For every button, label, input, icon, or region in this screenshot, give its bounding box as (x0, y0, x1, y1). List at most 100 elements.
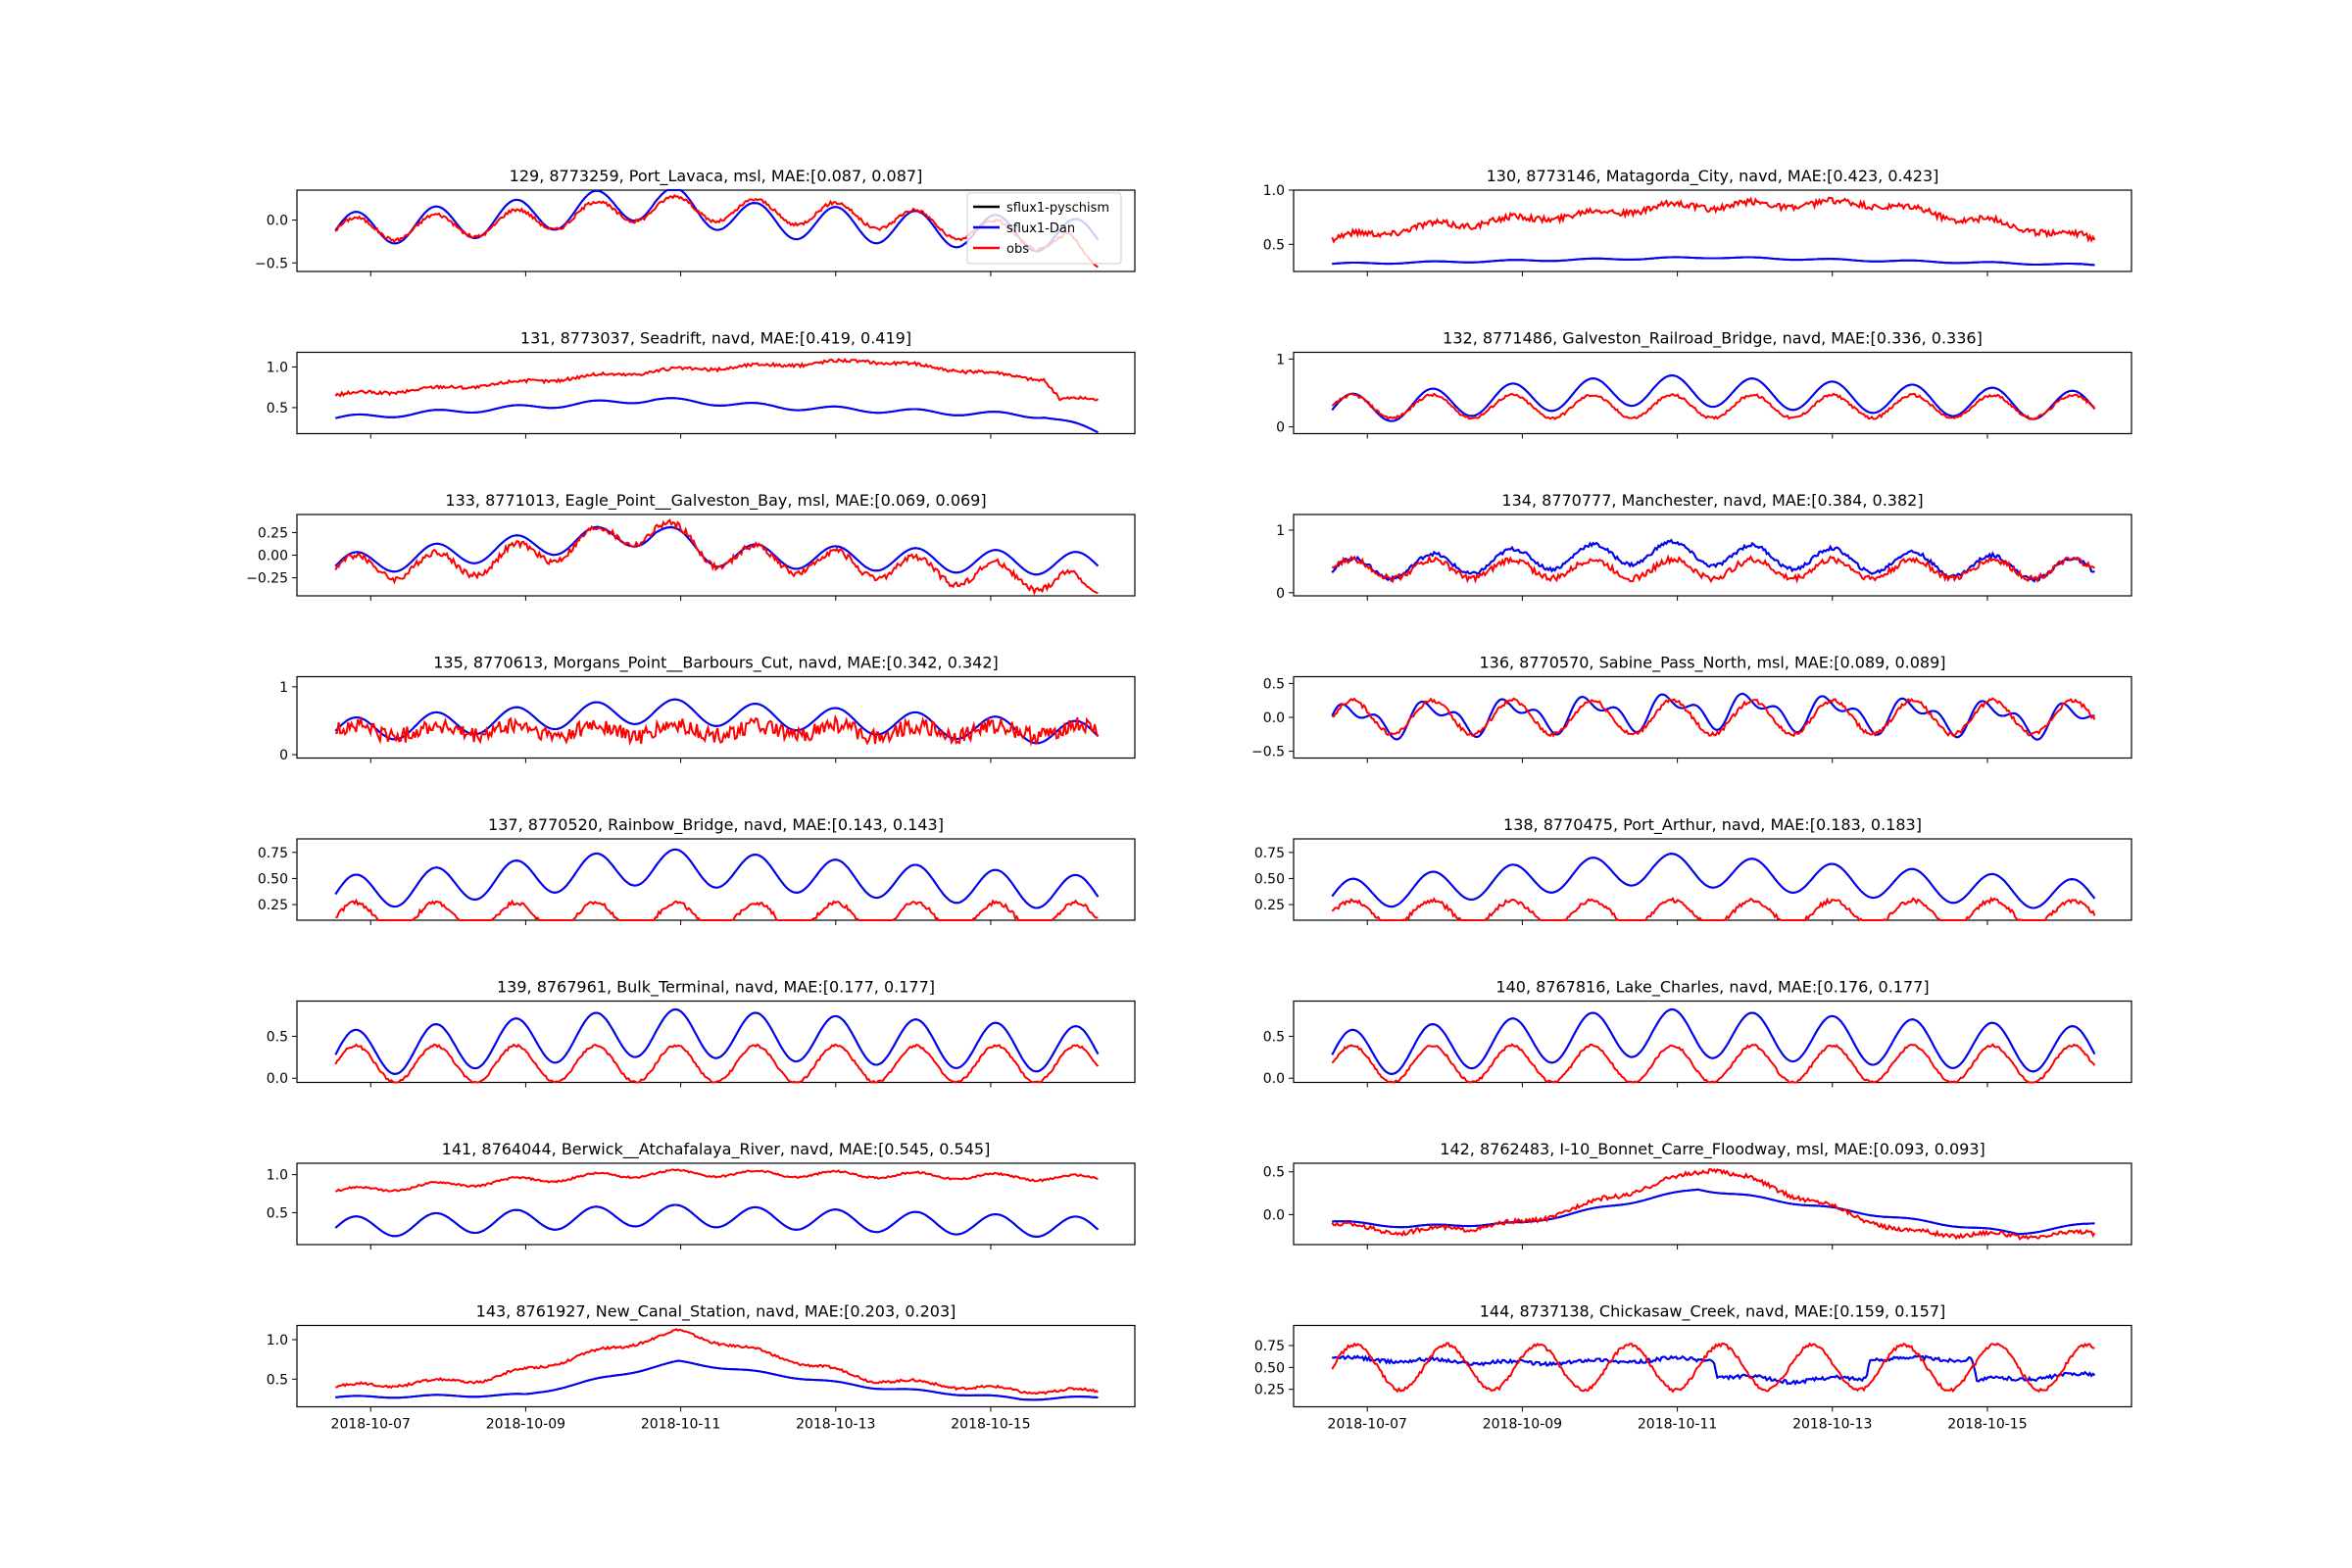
chart-panel: 132, 8771486, Galveston_Railroad_Bridge,… (1276, 329, 2132, 439)
series-line-obs (1331, 1167, 2096, 1241)
y-tick-label: 1.0 (1263, 183, 1285, 199)
chart-panel: 134, 8770777, Manchester, navd, MAE:[0.3… (1276, 491, 2132, 602)
legend: sflux1-pyschism sflux1-Dan obs (966, 192, 1122, 265)
y-tick-label: 0.50 (258, 871, 288, 887)
y-tick-label: 0.50 (1254, 1360, 1285, 1376)
series-line-sflux1-pyschism (334, 1203, 1100, 1238)
y-tick-label: 0.5 (1263, 1029, 1285, 1045)
chart-panel: 141, 8764044, Berwick__Atchafalaya_River… (267, 1140, 1136, 1250)
chart-title: 130, 8773146, Matagorda_City, navd, MAE:… (1487, 167, 1939, 186)
y-tick-label: 0 (279, 748, 288, 763)
chart-title: 136, 8770570, Sabine_Pass_North, msl, MA… (1479, 654, 1945, 673)
plot-frame (1293, 1000, 2132, 1084)
plot-frame (1293, 189, 2132, 272)
plot-frame (296, 675, 1136, 760)
x-tick-label: 2018-10-07 (331, 1417, 411, 1433)
y-tick-label: 1.0 (267, 1333, 288, 1348)
chart-title: 134, 8770777, Manchester, navd, MAE:[0.3… (1501, 491, 1923, 510)
series-line-obs (1331, 896, 2096, 922)
chart-title: 138, 8770475, Port_Arthur, navd, MAE:[0.… (1503, 815, 1922, 835)
chart-title: 133, 8771013, Eagle_Point__Galveston_Bay… (445, 491, 986, 511)
chart-panel: 133, 8771013, Eagle_Point__Galveston_Bay… (246, 491, 1136, 601)
chart-panel: 130, 8773146, Matagorda_City, navd, MAE:… (1263, 167, 2132, 276)
series-line-sflux1-pyschism (1331, 1008, 2096, 1075)
series-line-obs (1331, 1043, 2096, 1084)
chart-panel: 140, 8767816, Lake_Charles, navd, MAE:[0… (1263, 978, 2132, 1088)
chart-panel: 135, 8770613, Morgans_Point__Barbours_Cu… (279, 654, 1136, 763)
y-tick-label: −0.5 (255, 256, 288, 271)
chart-panel: 143, 8761927, New_Canal_Station, navd, M… (267, 1302, 1136, 1433)
y-tick-label: 0.25 (258, 525, 288, 541)
chart-panel: 142, 8762483, I-10_Bonnet_Carre_Floodway… (1263, 1140, 2132, 1250)
x-tick-label: 2018-10-11 (641, 1417, 720, 1433)
y-tick-label: 0.5 (267, 1029, 288, 1045)
series-line-obs (334, 1168, 1099, 1193)
series-line-obs (334, 517, 1099, 596)
chart-title: 137, 8770520, Rainbow_Bridge, navd, MAE:… (488, 815, 944, 835)
chart-panel: 129, 8773259, Port_Lavaca, msl, MAE:[0.0… (255, 167, 1136, 276)
series-line-sflux1-dan (1332, 1354, 2096, 1386)
y-tick-label: 0.25 (1254, 898, 1285, 913)
y-tick-label: 0.0 (267, 214, 288, 229)
chart-panel: 139, 8767961, Bulk_Terminal, navd, MAE:[… (267, 978, 1136, 1088)
series-line-sflux1-dan (1332, 1188, 2095, 1236)
y-tick-label: 1 (1276, 352, 1285, 368)
x-tick-label: 2018-10-09 (1483, 1417, 1562, 1433)
series-line-obs (1331, 697, 2096, 738)
series-line-obs (335, 1328, 1100, 1396)
chart-title: 143, 8761927, New_Canal_Station, navd, M… (476, 1302, 956, 1322)
series-line-sflux1-pyschism (335, 397, 1099, 434)
chart-title: 135, 8770613, Morgans_Point__Barbours_Cu… (433, 654, 999, 673)
series-line-obs (335, 898, 1099, 921)
plot-frame (1293, 514, 2132, 597)
y-tick-label: 0.0 (267, 1071, 288, 1087)
x-tick-label: 2018-10-15 (1947, 1417, 2027, 1433)
chart-panel: 136, 8770570, Sabine_Pass_North, msl, MA… (1251, 654, 2132, 763)
chart-title: 132, 8771486, Galveston_Railroad_Bridge,… (1443, 329, 1983, 349)
legend-label: sflux1-pyschism (1006, 201, 1109, 216)
plot-frame (296, 1324, 1136, 1408)
series-line-obs (334, 357, 1100, 402)
x-tick-label: 2018-10-09 (486, 1417, 565, 1433)
y-tick-label: 0.00 (258, 549, 288, 564)
series-line-sflux1-dan (1331, 853, 2096, 909)
chart-panel: 144, 8737138, Chickasaw_Creek, navd, MAE… (1254, 1302, 2132, 1433)
chart-title: 144, 8737138, Chickasaw_Creek, navd, MAE… (1480, 1302, 1946, 1322)
series-line-obs (334, 1043, 1100, 1084)
chart-title: 131, 8773037, Seadrift, navd, MAE:[0.419… (520, 329, 911, 348)
x-tick-label: 2018-10-15 (951, 1417, 1030, 1433)
series-line-sflux1-dan (334, 698, 1100, 745)
y-tick-label: 1.0 (267, 360, 288, 375)
y-tick-label: 0 (1276, 586, 1285, 602)
chart-title: 140, 8767816, Lake_Charles, navd, MAE:[0… (1495, 978, 1929, 998)
chart-title: 139, 8767961, Bulk_Terminal, navd, MAE:[… (497, 978, 935, 998)
y-tick-label: 1 (279, 680, 288, 696)
y-tick-label: 0.0 (1263, 710, 1285, 726)
series-line-sflux1-dan (334, 1203, 1100, 1238)
series-line-sflux1-dan (334, 525, 1100, 576)
y-tick-label: 0.5 (267, 401, 288, 416)
series-line-sflux1-dan (334, 848, 1100, 909)
y-tick-label: 0.5 (1263, 676, 1285, 692)
series-line-sflux1-dan (334, 1008, 1100, 1075)
y-tick-label: −0.25 (246, 571, 288, 587)
y-tick-label: 0.25 (258, 898, 288, 913)
series-line-sflux1-dan (1331, 374, 2096, 422)
series-line-obs (1331, 1342, 2095, 1394)
series-line-obs (1331, 554, 2096, 584)
x-tick-label: 2018-10-13 (796, 1417, 875, 1433)
plot-frame (1293, 351, 2132, 435)
plot-frame (296, 1000, 1136, 1084)
plot-frame (296, 1162, 1136, 1246)
y-tick-label: 0 (1276, 420, 1285, 436)
legend-label: sflux1-Dan (1006, 221, 1075, 236)
y-tick-label: 0.25 (1254, 1383, 1285, 1398)
legend-label: obs (1006, 242, 1029, 257)
series-line-obs (1331, 196, 2096, 244)
chart-title: 141, 8764044, Berwick__Atchafalaya_River… (442, 1140, 991, 1159)
x-tick-label: 2018-10-07 (1328, 1417, 1407, 1433)
plot-frame (1293, 1162, 2132, 1246)
x-tick-label: 2018-10-11 (1638, 1417, 1717, 1433)
series-line-sflux1-dan (335, 397, 1099, 434)
